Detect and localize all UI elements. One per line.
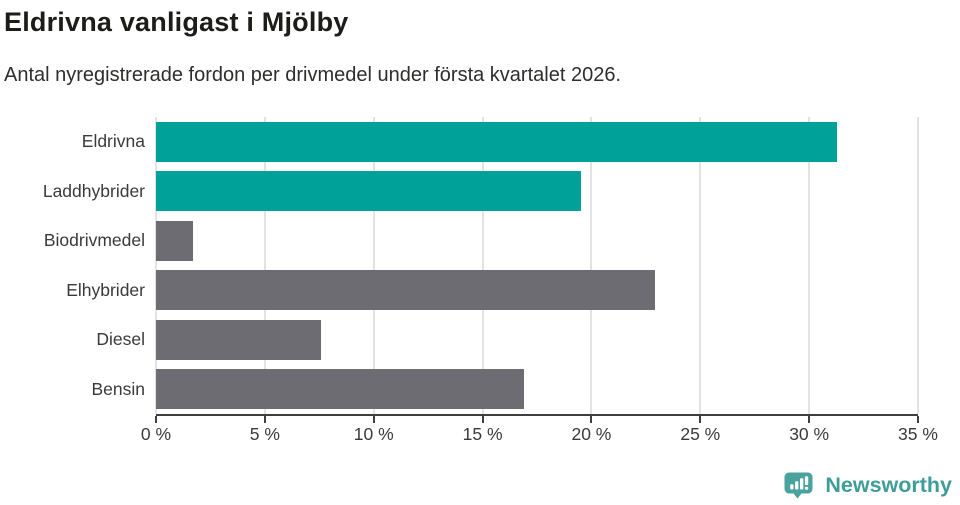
page-title: Eldrivna vanligast i Mjölby <box>4 7 349 37</box>
gridline <box>263 117 266 414</box>
axis-tick-label: 30 % <box>789 424 830 444</box>
gridline <box>155 117 157 414</box>
chart-row: Diesel <box>0 315 918 365</box>
bar <box>156 369 524 410</box>
axis-tick-mark <box>590 416 593 423</box>
axis-tick-label: 20 % <box>571 424 612 444</box>
bar-track <box>156 121 918 162</box>
newsworthy-brand-link[interactable]: Newsworthy <box>784 472 952 499</box>
chart-row: Laddhybrider <box>0 167 918 217</box>
category-label: Elhybrider <box>66 279 145 300</box>
bar <box>156 171 581 212</box>
axis-tick-label: 0 % <box>140 424 172 444</box>
gridline <box>808 117 811 414</box>
axis-tick-mark <box>917 416 919 423</box>
axis-tick-mark <box>481 416 484 423</box>
chart-row: Elhybrider <box>0 266 918 316</box>
category-label: Laddhybrider <box>42 180 145 201</box>
newsworthy-logo-icon <box>784 472 814 499</box>
axis-tick-label: 5 % <box>249 424 280 444</box>
bar-track <box>156 270 918 311</box>
bar-track <box>156 171 918 212</box>
chart-subtitle: Antal nyregistrerade fordon per drivmede… <box>4 64 622 86</box>
axis-tick-mark <box>263 416 266 423</box>
chart-row: Eldrivna <box>0 117 918 167</box>
bar <box>156 270 655 311</box>
bar-rows: Eldrivna Laddhybrider Biodrivmedel Elhyb… <box>0 117 918 414</box>
bar-track <box>156 220 918 261</box>
gridline <box>590 117 593 414</box>
gridline <box>372 117 375 414</box>
chart-row: Bensin <box>0 365 918 415</box>
axis-tick-mark <box>372 416 375 423</box>
bar-track <box>156 319 918 360</box>
bar <box>156 319 322 360</box>
category-label: Biodrivmedel <box>43 230 145 251</box>
category-label: Bensin <box>91 378 145 399</box>
gridline <box>917 117 919 414</box>
plot-area <box>155 117 919 423</box>
axis-tick-label: 25 % <box>680 424 721 444</box>
axis-tick-label: 15 % <box>462 424 503 444</box>
bar <box>156 121 838 162</box>
category-label: Eldrivna <box>81 131 145 152</box>
bar-chart: Eldrivna Laddhybrider Biodrivmedel Elhyb… <box>0 117 919 423</box>
x-axis-tick-labels: 0 % 5 % 10 % 15 % 20 % 25 % 30 % 35 % <box>141 424 938 446</box>
newsworthy-wordmark: Newsworthy <box>825 473 952 497</box>
chart-row: Biodrivmedel <box>0 216 918 266</box>
bar-track <box>156 369 918 410</box>
gridline <box>699 117 702 414</box>
axis-tick-label: 35 % <box>898 424 938 444</box>
category-label: Diesel <box>96 329 145 350</box>
axis-tick-label: 10 % <box>353 424 394 444</box>
axis-tick-mark <box>699 416 702 423</box>
axis-tick-mark <box>155 416 157 423</box>
bar <box>156 220 193 261</box>
gridline <box>481 117 484 414</box>
axis-tick-mark <box>808 416 811 423</box>
